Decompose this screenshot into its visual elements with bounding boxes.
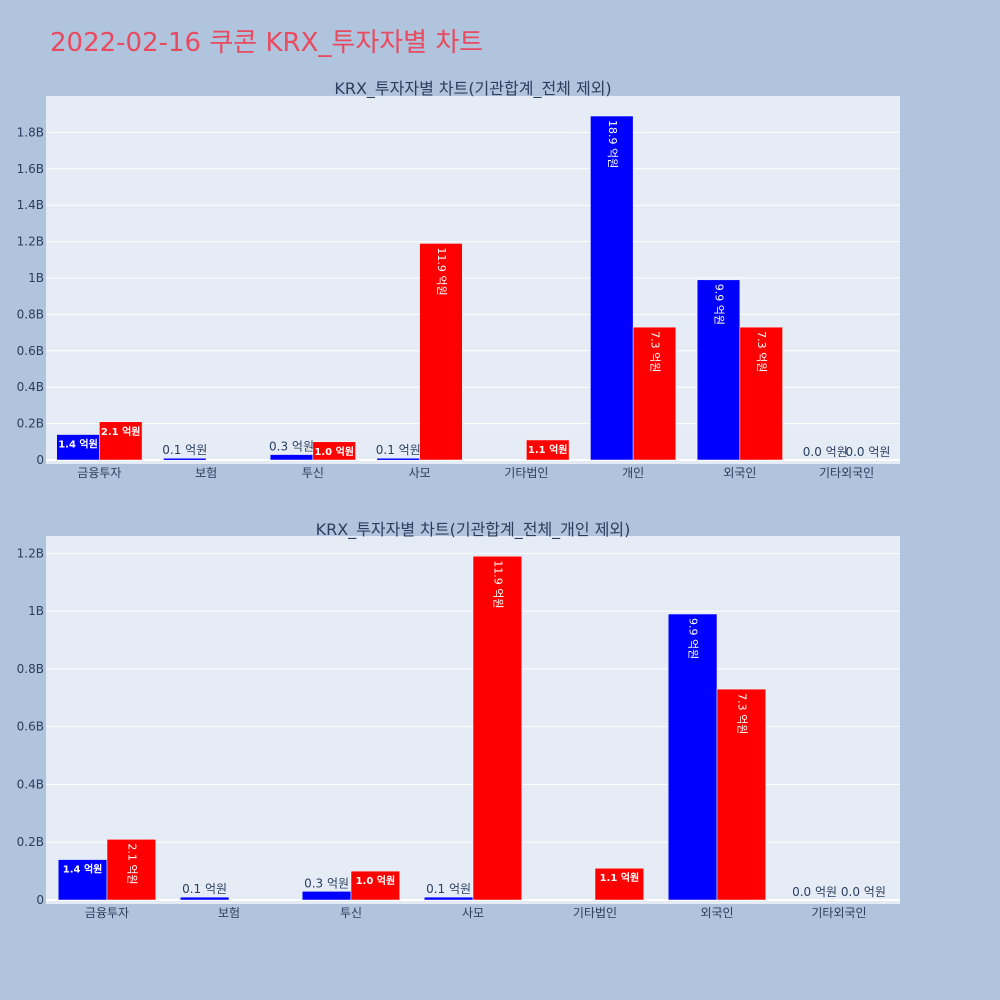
- chart2-ytick-label: 0.4B: [17, 777, 44, 791]
- chart1-ytick-label: 0.6B: [17, 344, 44, 358]
- page-title: 2022-02-16 쿠콘 KRX_투자자별 차트: [50, 28, 484, 58]
- chart1-bar: [590, 115, 634, 461]
- chart2-ytick-label: 0: [36, 893, 44, 907]
- chart2-xtick-label: 기타법인: [573, 906, 617, 920]
- chart2-bar: [350, 870, 401, 901]
- chart1-bar: [739, 326, 783, 461]
- chart1-xtick-label: 금융투자: [77, 466, 121, 480]
- chart1-data-label: 11.9 억원: [435, 247, 448, 295]
- chart1-data-label: 18.9 억원: [606, 120, 619, 168]
- chart1-data-label: 1.4 억원: [58, 438, 98, 451]
- chart2-bar: [57, 859, 108, 901]
- chart1-bar: [632, 326, 677, 461]
- chart1-xtick-label: 투신: [302, 466, 324, 480]
- chart2-ytick-label: 0.2B: [17, 835, 44, 849]
- chart2-bar: [716, 688, 767, 901]
- chart1-bar: [376, 457, 420, 461]
- chart2-xtick-label: 보험: [218, 906, 240, 920]
- chart1-ytick-label: 0.2B: [17, 417, 44, 431]
- chart1-data-label: 0.1 억원: [376, 443, 421, 457]
- chart2-ytick-label: 1.2B: [17, 546, 44, 560]
- chart1-bar: [99, 421, 143, 461]
- chart1-ytick-label: 0: [36, 453, 44, 467]
- chart1-bar: [696, 279, 741, 461]
- chart2-ytick-label: 0.8B: [17, 662, 44, 676]
- chart2-data-label: 9.9 억원: [687, 618, 700, 659]
- chart1-xtick-label: 기타법인: [504, 466, 548, 480]
- chart1-bar: [419, 243, 463, 461]
- chart2-bar: [594, 867, 645, 901]
- chart2-bar: [301, 891, 352, 901]
- chart2-xtick-label: 사모: [462, 906, 484, 920]
- chart1-ytick-label: 1B: [28, 271, 44, 285]
- chart1-xtick-label: 사모: [409, 466, 431, 480]
- chart1-data-label: 1.0 억원: [314, 445, 354, 458]
- chart2-data-label: 1.0 억원: [356, 874, 396, 887]
- chart1-xtick-label: 기타외국인: [819, 466, 874, 480]
- chart2-xtick-label: 금융투자: [85, 906, 129, 920]
- chart2-bar: [179, 896, 230, 901]
- chart1-bar: [526, 439, 570, 461]
- chart1-xtick-label: 외국인: [723, 466, 756, 480]
- chart1-data-label: 7.3 억원: [648, 331, 661, 372]
- chart1-ytick-label: 1.2B: [17, 235, 44, 249]
- chart1-data-label: 7.3 억원: [755, 331, 768, 372]
- chart1-bar: [163, 457, 207, 461]
- chart1-ytick-label: 0.4B: [17, 380, 44, 394]
- chart1-ytick-label: 1.8B: [17, 125, 44, 139]
- chart2-data-label: 0.1 억원: [182, 882, 227, 896]
- chart2-data-label: 0.3 억원: [304, 876, 349, 890]
- chart1-ytick-label: 1.4B: [17, 198, 44, 212]
- chart2-xtick-label: 투신: [340, 906, 362, 920]
- chart1-data-label: 0.1 억원: [162, 443, 207, 457]
- chart2-xtick-label: 기타외국인: [811, 906, 866, 920]
- chart1-xtick-label: 개인: [622, 466, 644, 480]
- chart2-bar: [472, 555, 523, 901]
- chart2-bar: [106, 839, 157, 901]
- chart1-data-label: 1.1 억원: [528, 443, 568, 456]
- chart1-ytick-label: 0.8B: [17, 307, 44, 321]
- chart1-bar: [269, 454, 314, 461]
- chart1-data-label: 9.9 억원: [713, 284, 726, 325]
- chart1-data-label: 0.3 억원: [269, 440, 314, 454]
- chart1-bar: [56, 434, 100, 461]
- chart2-data-label: 1.4 억원: [63, 863, 103, 876]
- chart1-data-label: 2.1 억원: [101, 425, 141, 438]
- chart2-data-label: 0.1 억원: [426, 882, 471, 896]
- chart1-data-label: 0.0 억원: [803, 445, 848, 459]
- chart2-data-label: 2.1 억원: [125, 843, 138, 884]
- chart1-ytick-label: 1.6B: [17, 162, 44, 176]
- chart2-bar: [667, 613, 718, 901]
- chart2-bar: [423, 896, 474, 901]
- chart1-xtick-label: 보험: [195, 466, 217, 480]
- chart2-ytick-label: 0.6B: [17, 720, 44, 734]
- chart1-title: KRX_투자자별 차트(기관합계_전체 제외): [334, 79, 611, 99]
- chart2-xtick-label: 외국인: [700, 906, 733, 920]
- chart2-data-label: 11.9 억원: [491, 560, 504, 608]
- chart2-data-label: 1.1 억원: [600, 871, 640, 884]
- chart2-data-label: 7.3 억원: [735, 693, 748, 734]
- chart2-ytick-label: 1B: [28, 604, 44, 618]
- chart2-title: KRX_투자자별 차트(기관합계_전체_개인 제외): [316, 520, 631, 540]
- chart2-data-label: 0.0 억원: [841, 885, 886, 899]
- chart1-data-label: 0.0 억원: [845, 445, 890, 459]
- chart2-data-label: 0.0 억원: [792, 885, 837, 899]
- chart1-bar: [312, 441, 356, 461]
